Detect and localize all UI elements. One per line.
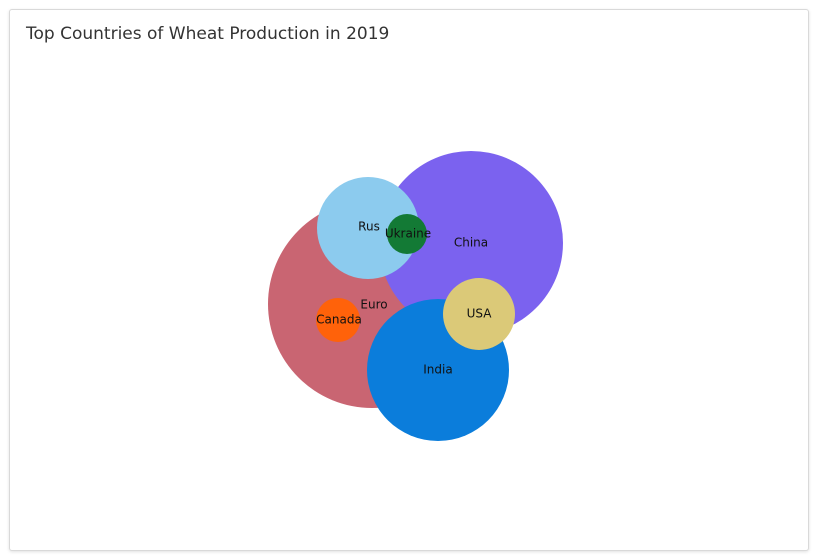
bubble-ukraine[interactable] bbox=[387, 214, 427, 254]
bubble-label-canada: Canada bbox=[316, 313, 362, 327]
bubble-label-ukraine: Ukraine bbox=[385, 227, 431, 241]
chart-title: Top Countries of Wheat Production in 201… bbox=[26, 24, 390, 44]
bubble-usa[interactable] bbox=[443, 278, 515, 350]
bubble-label-russia: Rus bbox=[358, 220, 380, 234]
bubble-label-usa: USA bbox=[467, 307, 493, 321]
bubble-label-europe: Euro bbox=[360, 298, 387, 312]
bubble-canada[interactable] bbox=[316, 298, 360, 342]
bubble-label-india: India bbox=[423, 363, 452, 377]
bubble-label-china: China bbox=[454, 236, 488, 250]
bubble-chart: Euro China India Rus USA Canada Ukraine bbox=[268, 151, 563, 441]
chart-card: Top Countries of Wheat Production in 201… bbox=[9, 9, 809, 551]
bubble-russia[interactable] bbox=[317, 177, 419, 279]
bubble-china[interactable] bbox=[379, 151, 563, 335]
